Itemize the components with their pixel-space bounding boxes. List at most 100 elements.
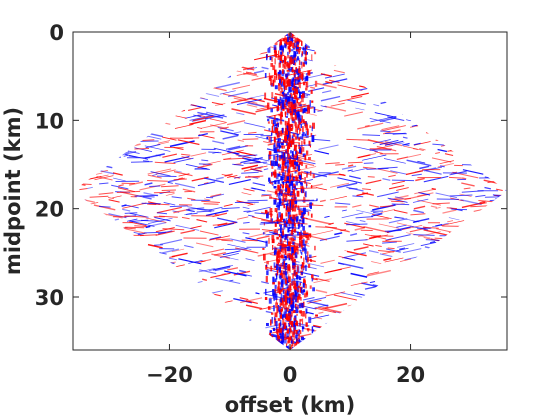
trace-streak (209, 236, 222, 240)
center-band-sample (275, 161, 278, 166)
trace-streak (405, 70, 411, 74)
center-band-sample (299, 233, 302, 240)
trace-streak (296, 187, 317, 190)
center-band-sample (280, 286, 282, 291)
trace-streak (219, 90, 236, 95)
center-band-sample (299, 161, 302, 164)
center-band-sample (284, 101, 286, 107)
trace-streak (402, 248, 422, 254)
center-band-sample (279, 250, 282, 255)
center-band-sample (271, 132, 273, 136)
trace-streak (347, 164, 354, 167)
trace-streak (110, 126, 132, 133)
trace-streak (428, 306, 450, 312)
trace-streak (363, 82, 385, 88)
center-band-sample (302, 147, 305, 152)
trace-streak (475, 134, 494, 140)
trace-streak (503, 36, 507, 42)
trace-streak (167, 181, 173, 184)
center-band-sample (291, 314, 293, 318)
trace-streak (142, 160, 150, 162)
trace-streak (211, 101, 223, 106)
trace-streak (453, 51, 468, 56)
trace-streak (442, 346, 449, 349)
center-band-sample (277, 55, 280, 60)
trace-streak (464, 300, 489, 308)
trace-streak (241, 239, 258, 242)
trace-streak (402, 136, 408, 139)
trace-streak (461, 164, 480, 166)
trace-streak (440, 52, 451, 57)
trace-streak (488, 261, 507, 267)
center-band-sample (303, 257, 305, 264)
center-band-sample (293, 228, 297, 232)
trace-streak (83, 239, 107, 247)
center-band-sample (296, 49, 299, 52)
trace-streak (335, 202, 351, 205)
center-band-sample (275, 293, 278, 300)
center-band-sample (294, 214, 296, 222)
trace-streak (425, 50, 433, 53)
trace-streak (476, 94, 499, 101)
trace-streak (190, 152, 207, 157)
trace-streak (171, 248, 185, 253)
trace-streak (176, 301, 200, 309)
center-band-sample (289, 311, 293, 316)
trace-streak (443, 40, 456, 45)
trace-streak (113, 144, 122, 146)
center-band-sample (284, 111, 287, 115)
trace-streak (436, 329, 454, 335)
trace-streak (454, 126, 464, 130)
trace-streak (97, 265, 117, 270)
center-band-sample (306, 328, 310, 331)
center-band-sample (311, 326, 314, 334)
center-band-sample (297, 39, 300, 44)
center-band-sample (300, 230, 302, 236)
trace-streak (254, 331, 260, 334)
center-band-sample (305, 264, 307, 272)
trace-streak (488, 323, 507, 329)
trace-streak (381, 125, 400, 131)
trace-streak (472, 144, 493, 151)
center-band-sample (300, 101, 302, 105)
trace-streak (366, 269, 391, 277)
center-band-sample (284, 85, 288, 90)
center-band-sample (298, 119, 300, 126)
trace-streak (130, 57, 141, 61)
trace-streak (87, 329, 105, 334)
center-band-sample (273, 47, 277, 53)
trace-streak (154, 51, 169, 56)
center-band-sample (306, 33, 310, 36)
center-band-sample (299, 338, 301, 343)
center-band-sample (298, 82, 301, 89)
center-band-sample (277, 218, 279, 224)
trace-streak (198, 267, 216, 273)
trace-streak (420, 102, 440, 108)
center-band-sample (268, 237, 270, 244)
center-band-sample (305, 240, 307, 245)
trace-streak (203, 203, 219, 205)
center-band-sample (291, 222, 294, 229)
center-band-sample (303, 81, 306, 86)
trace-streak (227, 51, 245, 57)
trace-streak (496, 88, 507, 95)
center-band-sample (291, 135, 294, 139)
trace-streak (85, 77, 112, 85)
center-band-sample (286, 308, 289, 312)
trace-streak (186, 209, 195, 213)
center-band-sample (301, 212, 304, 219)
center-band-sample (282, 140, 285, 143)
trace-streak (81, 310, 103, 316)
trace-streak (78, 52, 96, 58)
trace-streak (380, 97, 405, 105)
trace-streak (122, 227, 147, 234)
trace-streak (205, 55, 215, 59)
trace-streak (412, 148, 418, 151)
center-band-sample (288, 207, 290, 212)
center-band-sample (292, 163, 295, 167)
trace-streak (89, 124, 113, 130)
center-band-sample (295, 335, 297, 339)
trace-streak (334, 232, 343, 236)
trace-streak (174, 182, 196, 189)
center-band-sample (297, 285, 300, 289)
